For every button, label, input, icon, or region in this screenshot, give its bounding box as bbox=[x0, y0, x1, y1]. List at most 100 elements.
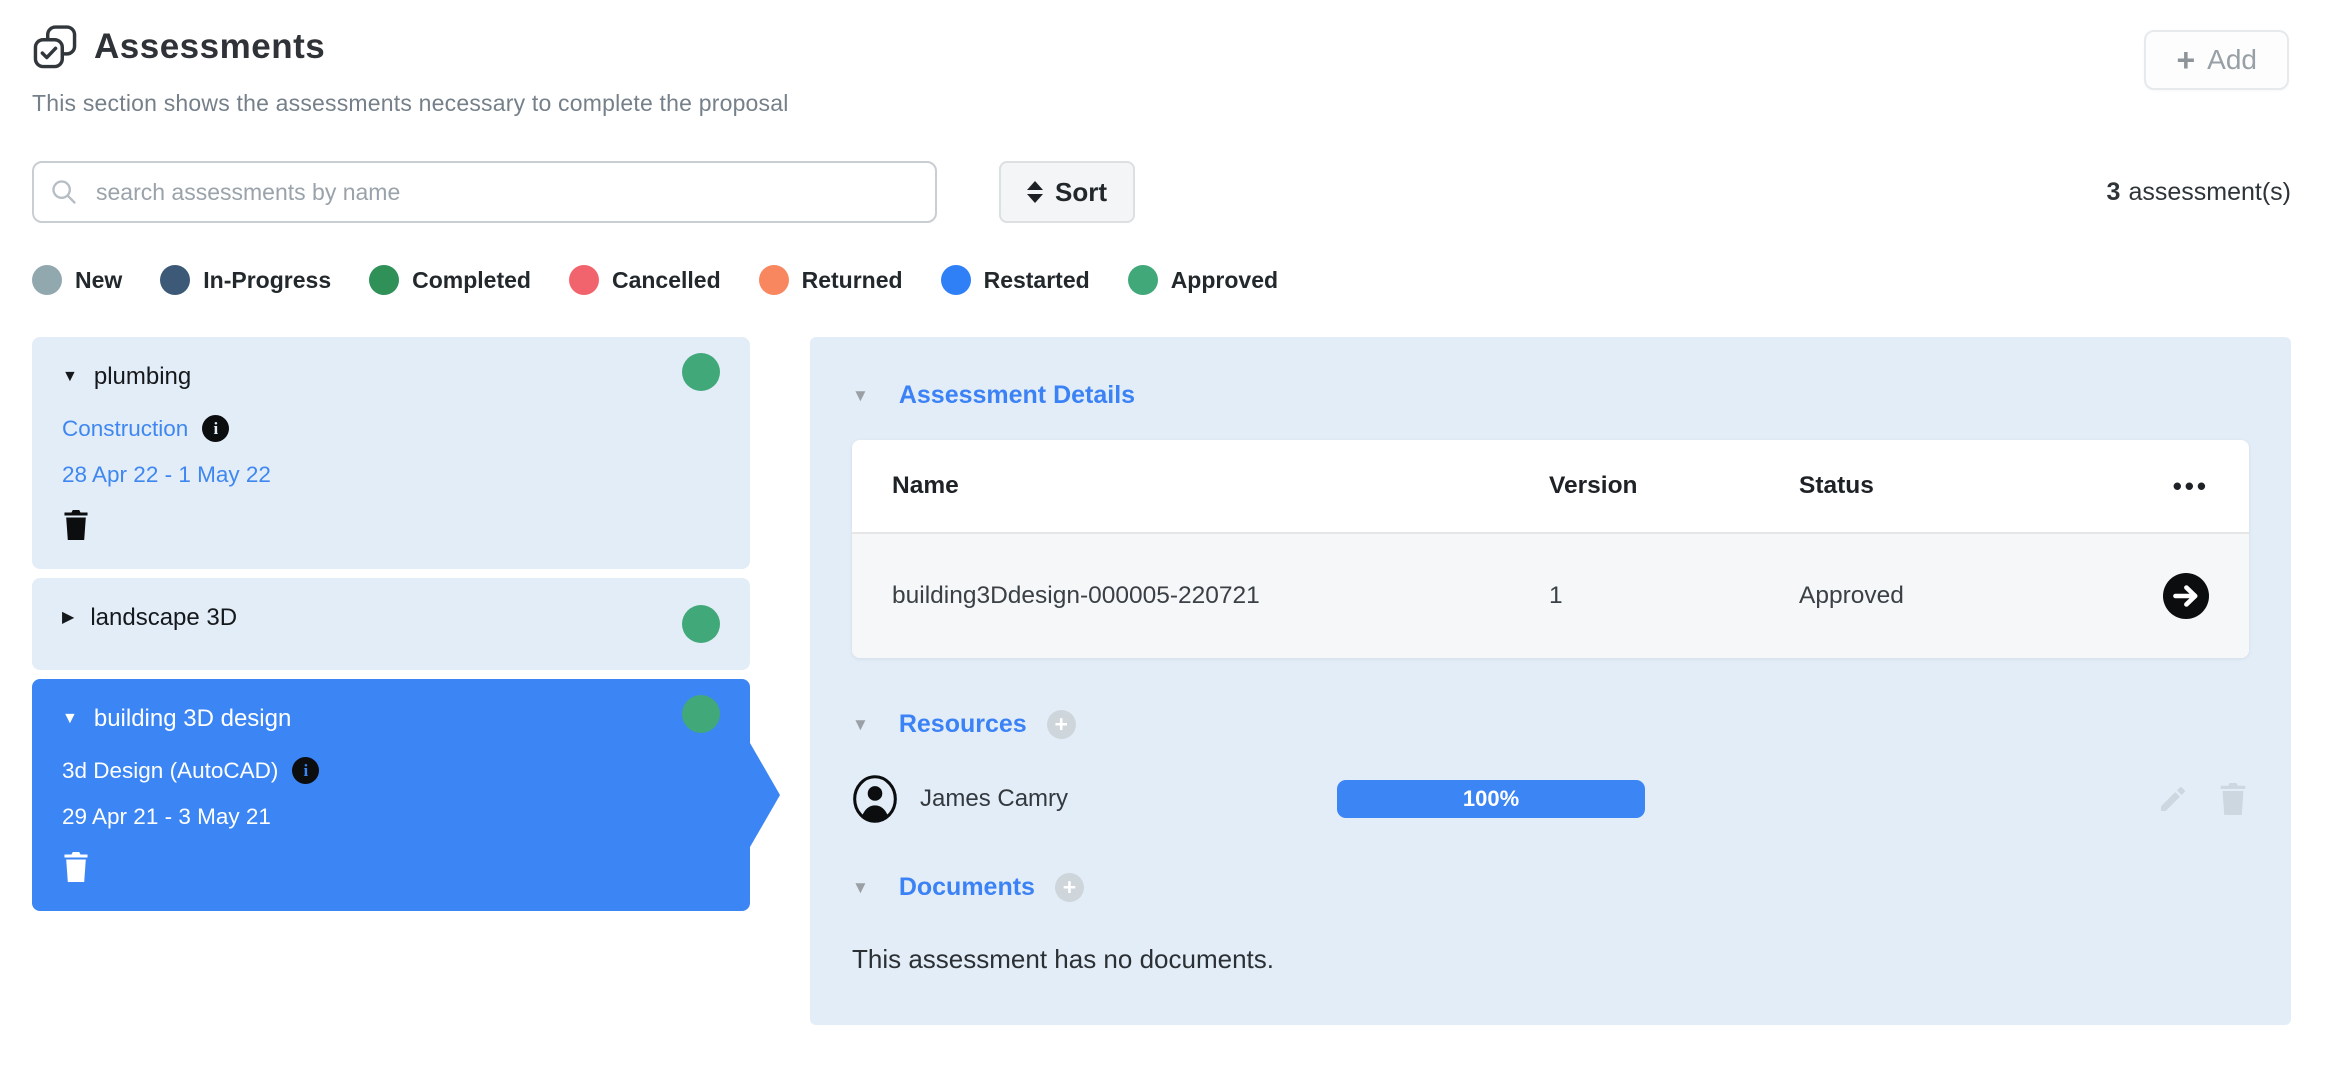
sort-button[interactable]: Sort bbox=[999, 161, 1135, 223]
assessment-detail-panel: ▼ Assessment Details Name Version Status… bbox=[810, 337, 2291, 1025]
documents-section-header: ▼ Documents + bbox=[852, 873, 2249, 902]
page-subtitle: This section shows the assessments neces… bbox=[32, 90, 789, 116]
col-header-version: Version bbox=[1549, 472, 1638, 499]
caret-down-icon[interactable]: ▼ bbox=[852, 878, 869, 897]
table-menu-icon[interactable]: ••• bbox=[2172, 470, 2209, 501]
assessment-dates[interactable]: 29 Apr 21 - 3 May 21 bbox=[62, 804, 271, 829]
cell-status: Approved bbox=[1799, 582, 1904, 609]
add-document-icon[interactable]: + bbox=[1054, 873, 1084, 902]
details-section-title[interactable]: Assessment Details bbox=[898, 381, 1136, 409]
add-button[interactable]: + Add bbox=[2144, 30, 2289, 90]
caret-down-icon[interactable]: ▼ bbox=[852, 386, 869, 405]
legend-item-returned: Returned bbox=[758, 265, 903, 295]
assessments-icon bbox=[33, 25, 77, 69]
sort-arrows-icon bbox=[1027, 181, 1043, 203]
card-title-row[interactable]: ▼ plumbing bbox=[62, 363, 720, 391]
caret-down-icon[interactable]: ▼ bbox=[62, 710, 78, 727]
resources-section-header: ▼ Resources + bbox=[852, 710, 2249, 739]
legend-item-in-progress: In-Progress bbox=[160, 265, 331, 295]
search-icon bbox=[52, 180, 76, 204]
legend-item-approved: Approved bbox=[1127, 265, 1278, 295]
status-dot-cancelled bbox=[568, 265, 599, 295]
add-button-label: Add bbox=[2207, 44, 2257, 75]
assessment-type-label: 3d Design (AutoCAD) bbox=[62, 757, 279, 783]
col-header-status: Status bbox=[1799, 472, 1874, 499]
resource-row: James Camry 100% bbox=[852, 775, 2249, 823]
assessment-count-suffix: assessment(s) bbox=[2128, 177, 2291, 206]
search-input[interactable] bbox=[32, 161, 937, 223]
assessment-status-dot bbox=[682, 695, 720, 733]
assessment-name: building 3D design bbox=[93, 705, 292, 732]
assessment-type-label: Construction bbox=[62, 415, 189, 441]
open-version-arrow-button[interactable] bbox=[2163, 573, 2209, 619]
documents-section-title[interactable]: Documents bbox=[898, 873, 1035, 901]
page-title: Assessments bbox=[94, 27, 326, 66]
resource-identity: James Camry bbox=[852, 775, 1337, 823]
caret-right-icon[interactable]: ▶ bbox=[62, 609, 75, 626]
person-icon bbox=[853, 775, 897, 823]
delete-assessment-icon[interactable] bbox=[62, 852, 90, 882]
legend-item-restarted: Restarted bbox=[940, 265, 1090, 295]
cell-name: building3Ddesign-000005-220721 bbox=[892, 582, 1260, 609]
details-table-card: Name Version Status ••• building3Ddesign… bbox=[852, 440, 2249, 658]
delete-resource-icon[interactable] bbox=[2217, 783, 2249, 815]
info-icon[interactable]: i bbox=[202, 415, 230, 442]
delete-assessment-icon[interactable] bbox=[62, 510, 90, 540]
details-table-row: building3Ddesign-000005-220721 1 Approve… bbox=[852, 532, 2249, 658]
assessment-card-landscape-3d[interactable]: ▶ landscape 3D bbox=[32, 578, 750, 670]
documents-section: ▼ Documents + This assessment has no doc… bbox=[852, 873, 2249, 975]
info-icon[interactable]: i bbox=[292, 757, 320, 784]
assessment-type-link[interactable]: Construction i bbox=[62, 415, 720, 442]
details-section-header: ▼ Assessment Details bbox=[852, 381, 2249, 410]
legend-label: New bbox=[75, 266, 123, 293]
legend-label: Completed bbox=[412, 266, 531, 293]
legend-label: In-Progress bbox=[203, 266, 332, 293]
search-wrap bbox=[32, 161, 937, 223]
resource-actions bbox=[2157, 783, 2249, 815]
status-dot-restarted bbox=[940, 265, 971, 295]
resources-section-title[interactable]: Resources bbox=[898, 710, 1027, 738]
resource-progress-value: 100% bbox=[1462, 786, 1520, 811]
sort-button-label: Sort bbox=[1055, 176, 1107, 207]
assessment-name: landscape 3D bbox=[90, 604, 238, 631]
assessment-type-link[interactable]: 3d Design (AutoCAD) i bbox=[62, 757, 720, 784]
legend-label: Returned bbox=[801, 266, 903, 293]
assessment-dates[interactable]: 28 Apr 22 - 1 May 22 bbox=[62, 462, 271, 487]
main-area: ▼ plumbing Construction i 28 Apr 22 - 1 … bbox=[32, 337, 2291, 1025]
legend-label: Cancelled bbox=[611, 266, 721, 293]
assessment-card-building-3d-design[interactable]: ▼ building 3D design 3d Design (AutoCAD)… bbox=[32, 679, 750, 911]
status-dot-returned bbox=[758, 265, 789, 295]
assessment-card-plumbing[interactable]: ▼ plumbing Construction i 28 Apr 22 - 1 … bbox=[32, 337, 750, 569]
resources-section: ▼ Resources + James bbox=[852, 710, 2249, 823]
legend-item-new: New bbox=[32, 265, 122, 295]
card-title-row[interactable]: ▼ building 3D design bbox=[62, 705, 720, 733]
page-header: Assessments bbox=[32, 24, 2291, 70]
documents-empty-message: This assessment has no documents. bbox=[852, 944, 1274, 974]
assessment-status-dot bbox=[682, 605, 720, 643]
status-dot-new bbox=[32, 265, 62, 295]
details-table-header: Name Version Status ••• bbox=[852, 440, 2249, 532]
assessment-list: ▼ plumbing Construction i 28 Apr 22 - 1 … bbox=[32, 337, 750, 911]
caret-down-icon[interactable]: ▼ bbox=[62, 368, 78, 385]
legend-item-completed: Completed bbox=[369, 265, 531, 295]
add-resource-icon[interactable]: + bbox=[1046, 710, 1076, 739]
resource-name: James Camry bbox=[920, 785, 1069, 812]
assessment-status-dot bbox=[682, 353, 720, 391]
resource-progress-bar: 100% bbox=[1337, 780, 1645, 818]
status-dot-in-progress bbox=[160, 265, 191, 295]
caret-down-icon[interactable]: ▼ bbox=[852, 715, 869, 734]
assessment-count-value: 3 bbox=[2106, 177, 2121, 206]
col-header-name: Name bbox=[892, 472, 959, 499]
card-title-row[interactable]: ▶ landscape 3D bbox=[62, 604, 720, 632]
status-dot-approved bbox=[1127, 265, 1158, 295]
legend-label: Restarted bbox=[983, 266, 1090, 293]
status-legend: New In-Progress Completed Cancelled Retu… bbox=[32, 265, 2291, 295]
edit-resource-icon[interactable] bbox=[2157, 783, 2189, 815]
status-dot-completed bbox=[369, 265, 400, 295]
assessment-count: 3 assessment(s) bbox=[2107, 178, 2291, 207]
plus-icon: + bbox=[2176, 42, 2196, 78]
cell-version: 1 bbox=[1549, 582, 1563, 609]
legend-item-cancelled: Cancelled bbox=[568, 265, 721, 295]
